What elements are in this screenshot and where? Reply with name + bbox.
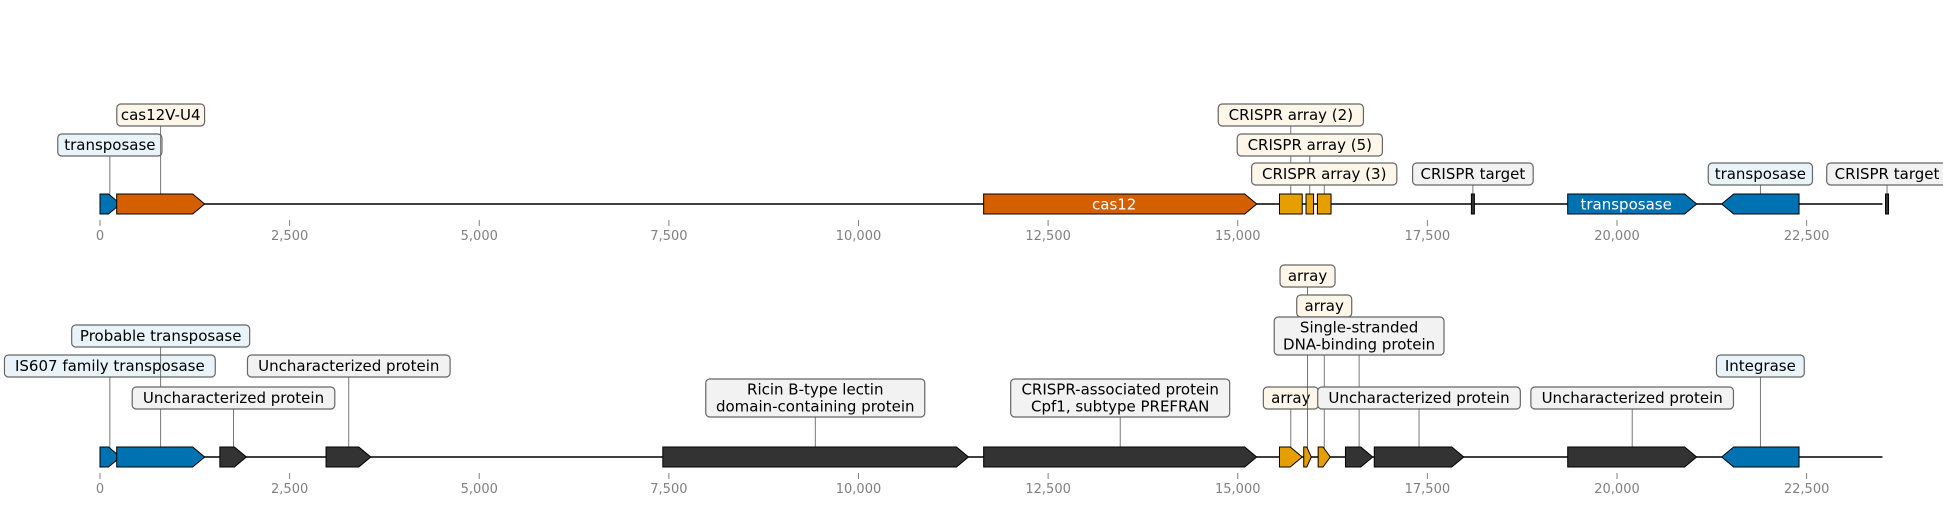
label-uncharacterized-1-box	[131, 386, 336, 410]
label-crispr-array-2-box	[1217, 103, 1365, 127]
label-ssb: DNA-binding protein	[1283, 336, 1435, 354]
track-bottom: 0 2,500 5,000 7,500 10,000 12,500 15,000 17,500…	[3, 264, 1883, 497]
feature-probable-transposase	[116, 446, 206, 468]
feature-ricin-lectin	[662, 446, 970, 468]
tick-label: 2,500	[271, 229, 308, 244]
feature-cpf1	[983, 446, 1258, 468]
tick-label: 20,000	[1594, 482, 1640, 497]
label-is607-transposase: IS607 family transposase	[15, 357, 205, 375]
label-cas12v-u4: cas12V-U4	[121, 106, 201, 124]
label-ricin-lectin: domain-containing protein	[716, 398, 915, 416]
feature-array-2	[1303, 446, 1312, 468]
label-crispr-array-5: CRISPR array (5)	[1248, 136, 1372, 154]
feature-crispr-array-5	[1305, 193, 1315, 215]
feature-cas12	[983, 193, 1258, 215]
tick-label: 12,500	[1025, 482, 1071, 497]
label-integrase-box	[1715, 354, 1805, 378]
label-crispr-target-1-box	[1411, 162, 1534, 186]
feature-cas12v	[116, 193, 206, 215]
label-cpf1: CRISPR-associated protein	[1021, 381, 1218, 399]
label-ricin-lectin: Ricin B-type lectin	[747, 381, 883, 399]
feature-cas12-inner-label: cas12	[1092, 196, 1136, 214]
feature-transposase-small	[99, 193, 122, 215]
label-ssb-box	[1273, 316, 1445, 356]
label-crispr-array-5-box	[1236, 133, 1384, 157]
feature-crispr-target-1	[1470, 193, 1475, 215]
tick-label: 20,000	[1594, 229, 1640, 244]
label-crispr-array-3-box	[1251, 162, 1398, 186]
tick-label: 5,000	[461, 482, 498, 497]
tick-label: 7,500	[650, 482, 687, 497]
label-cas12v-u4-box	[116, 103, 206, 127]
feature-is607-transposase	[99, 446, 122, 468]
label-layer: IS607 family transposase Probable transpo…	[3, 264, 1805, 451]
label-uncharacterized-3-box	[1317, 386, 1521, 410]
label-array-3: array	[1305, 297, 1344, 315]
tick-label: 15,000	[1215, 229, 1261, 244]
tick-label: 17,500	[1405, 229, 1451, 244]
tick-label: 22,500	[1784, 229, 1830, 244]
tick-label: 12,500	[1025, 229, 1071, 244]
feature-uncharacterized-3	[1373, 446, 1465, 468]
label-crispr-target-2-box	[1826, 162, 1943, 186]
feature-integrase	[1720, 446, 1800, 468]
label-probable-transposase: Probable transposase	[80, 327, 242, 345]
label-ricin-lectin-box	[705, 378, 926, 418]
tick-label: 10,000	[836, 482, 882, 497]
label-uncharacterized-1: Uncharacterized protein	[143, 389, 324, 407]
label-array-2: array	[1288, 267, 1327, 285]
label-uncharacterized-2: Uncharacterized protein	[258, 357, 439, 375]
tick-label: 22,500	[1784, 482, 1830, 497]
tick-label: 2,500	[271, 482, 308, 497]
label-crispr-array-3: CRISPR array (3)	[1262, 165, 1386, 183]
feature-transposase-rev	[1720, 193, 1800, 215]
label-is607-transposase-box	[3, 354, 216, 378]
tick-label: 5,000	[461, 229, 498, 244]
label-ssb: Single-stranded	[1300, 319, 1418, 337]
feature-uncharacterized-4	[1567, 446, 1698, 468]
label-probable-transposase-box	[71, 324, 251, 348]
label-transposase: transposase	[64, 136, 155, 154]
label-crispr-target-1: CRISPR target	[1421, 165, 1526, 183]
feature-crispr-target-2	[1885, 193, 1890, 215]
feature-array-3	[1317, 446, 1331, 468]
label-transposase-2-box	[1707, 162, 1814, 186]
feature-array-1	[1278, 446, 1304, 468]
label-uncharacterized-4-box	[1530, 386, 1735, 410]
tick-label: 0	[96, 482, 104, 497]
label-transposase-2: transposase	[1715, 165, 1806, 183]
feature-transposase-mid-inner-label: transposase	[1581, 196, 1672, 214]
feature-crispr-array-3	[1316, 193, 1332, 215]
tick-label: 10,000	[836, 229, 882, 244]
label-array-1: array	[1271, 389, 1310, 407]
feature-uncharacterized-2	[325, 446, 372, 468]
label-uncharacterized-3: Uncharacterized protein	[1328, 389, 1509, 407]
label-crispr-target-2: CRISPR target	[1835, 165, 1940, 183]
label-layer: transposase cas12V-U4 CRISPR array (2) CRIS…	[57, 103, 1943, 198]
feature-ssb	[1344, 446, 1374, 468]
label-transposase-box	[57, 133, 163, 157]
feature-transposase-mid	[1567, 193, 1698, 215]
label-cpf1-box	[1010, 378, 1231, 418]
label-cpf1: Cpf1, subtype PREFRAN	[1031, 398, 1209, 416]
label-integrase: Integrase	[1725, 357, 1796, 375]
feature-uncharacterized-1	[219, 446, 248, 468]
label-crispr-array-2: CRISPR array (2)	[1229, 106, 1353, 124]
feature-crispr-array-2	[1278, 193, 1303, 215]
label-uncharacterized-4: Uncharacterized protein	[1542, 389, 1723, 407]
tick-label: 17,500	[1405, 482, 1451, 497]
label-array-2-box	[1279, 264, 1336, 288]
tick-label: 15,000	[1215, 482, 1261, 497]
tick-label: 0	[96, 229, 104, 244]
label-uncharacterized-2-box	[246, 354, 451, 378]
track-top: 0 2,500 5,000 7,500 10,000 12,500 15,000 17,500…	[57, 103, 1943, 244]
tick-label: 7,500	[650, 229, 687, 244]
